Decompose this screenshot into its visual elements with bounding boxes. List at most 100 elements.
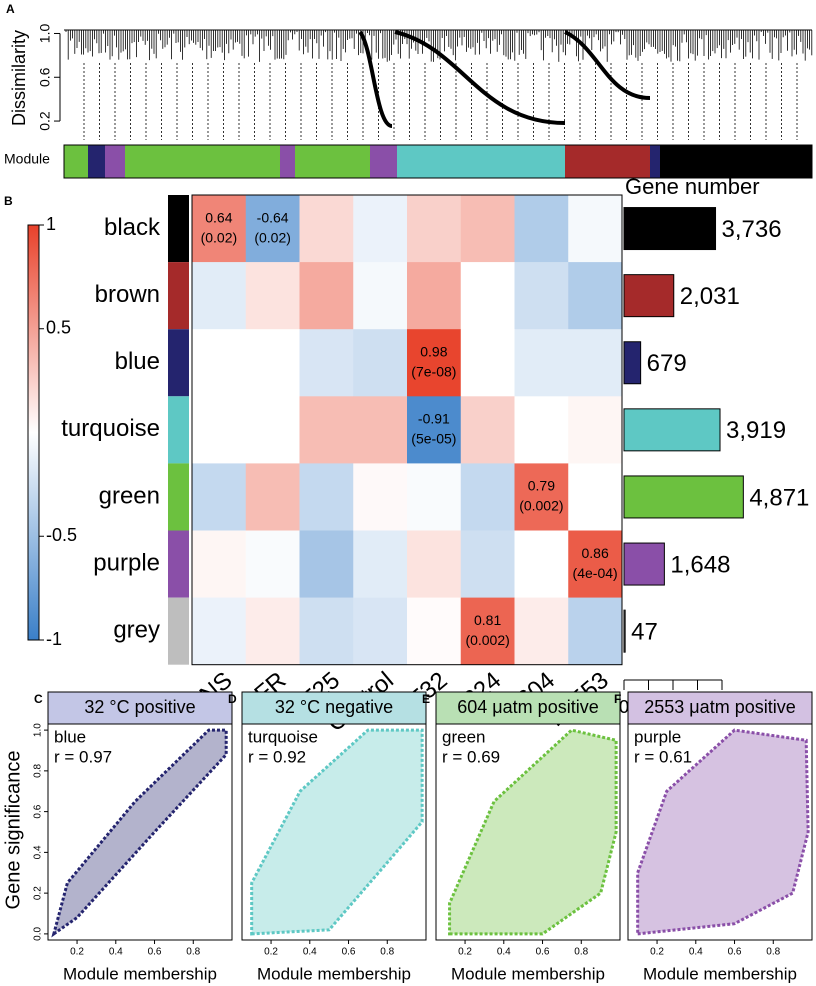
module-name: blue <box>54 727 86 746</box>
bar-label: 2,031 <box>680 283 740 310</box>
heat-cell <box>353 329 408 397</box>
module-segment <box>88 145 105 178</box>
bar <box>623 408 721 452</box>
cell-value: 0.86 <box>582 545 609 561</box>
module-name: purple <box>634 727 681 746</box>
heat-cell <box>514 396 569 464</box>
y-tick-label: 0.0 <box>33 927 44 941</box>
module-swatch <box>168 195 189 263</box>
panel-label: D <box>228 692 237 706</box>
heat-cell <box>245 463 300 531</box>
panel-title: 2553 μatm positive <box>644 697 795 717</box>
x-tick-label: 0.2 <box>650 947 664 958</box>
module-segment <box>64 145 88 178</box>
cell-value: 0.64 <box>205 209 232 225</box>
plot-frame <box>627 723 813 941</box>
y-tick-label: 0.8 <box>33 763 44 777</box>
point-cloud <box>636 728 810 936</box>
module-swatch <box>168 530 189 598</box>
plot-frame <box>241 723 427 941</box>
x-tick-label: 0.6 <box>342 947 356 958</box>
cell-value: -0.91 <box>418 411 450 427</box>
heat-cell <box>299 597 354 665</box>
x-tick-label: 0.8 <box>574 947 588 958</box>
heat-cell <box>514 262 569 330</box>
heat-cell <box>568 262 623 330</box>
plot-frame <box>47 723 233 941</box>
colorbar-label: 1 <box>46 214 56 234</box>
plot-frame <box>435 723 621 941</box>
colorbar-label: -1 <box>46 629 62 649</box>
bar-label: 47 <box>631 618 658 645</box>
heat-cell <box>353 262 408 330</box>
correlation: r = 0.61 <box>634 747 692 766</box>
heat-cell <box>407 463 462 531</box>
heat-cell <box>192 195 247 263</box>
heat-cell <box>514 597 569 665</box>
x-tick-label: 0 <box>619 697 629 717</box>
heat-cell <box>245 597 300 665</box>
bar-label: 3,919 <box>726 417 786 444</box>
heat-cell <box>407 329 462 397</box>
heat-cell <box>299 329 354 397</box>
heat-cell <box>407 262 462 330</box>
heat-cell <box>568 597 623 665</box>
bar <box>623 341 642 385</box>
heat-cell <box>568 195 623 263</box>
heat-cell <box>192 597 247 665</box>
y-tick-label: 0.6 <box>33 804 44 818</box>
correlation: r = 0.97 <box>54 747 112 766</box>
bar-title: Gene number <box>625 174 760 199</box>
module-segment <box>565 145 650 178</box>
heatmap-frame <box>191 194 623 666</box>
heat-cell <box>514 195 569 263</box>
heat-cell <box>299 195 354 263</box>
x-tick-label: 0.2 <box>458 947 472 958</box>
cell-p-value: (0.002) <box>519 498 563 514</box>
panel-header <box>241 691 427 725</box>
heat-cell <box>460 329 515 397</box>
panel-label: A <box>6 2 15 16</box>
heat-cell <box>460 262 515 330</box>
module-frame <box>63 144 813 179</box>
module-name: green <box>442 727 485 746</box>
module-segment <box>125 145 280 178</box>
dendro-curve <box>564 30 651 100</box>
x-tick-label: 0.8 <box>186 947 200 958</box>
module-segment <box>280 145 295 178</box>
heat-cell <box>407 530 462 598</box>
x-tick-label: 0.2 <box>264 947 278 958</box>
correlation: r = 0.69 <box>442 747 500 766</box>
module-swatch <box>168 329 189 397</box>
bar <box>623 542 665 586</box>
panel-header <box>627 691 813 725</box>
cell-p-value: (0.02) <box>254 229 291 245</box>
panel-label: F <box>614 692 621 706</box>
y-tick-label: 0.6 <box>37 67 53 87</box>
heat-cell <box>245 329 300 397</box>
cell-value: 0.98 <box>420 343 447 359</box>
point-cloud <box>448 728 618 936</box>
point-cloud <box>51 728 228 938</box>
heat-cell <box>245 195 300 263</box>
x-tick-label: 0.8 <box>766 947 780 958</box>
module-segment <box>660 145 812 178</box>
heat-cell <box>192 262 247 330</box>
correlation: r = 0.92 <box>248 747 306 766</box>
heat-cell <box>460 195 515 263</box>
bar <box>623 207 717 251</box>
heat-cell <box>460 597 515 665</box>
bar <box>623 609 626 653</box>
heat-cell <box>299 262 354 330</box>
row-label: turquoise <box>61 415 160 442</box>
heat-cell <box>568 530 623 598</box>
x-tick-label: 0.4 <box>497 947 511 958</box>
x-tick-label: 0.8 <box>380 947 394 958</box>
heat-cell <box>192 530 247 598</box>
panel-title: 32 °C negative <box>275 697 393 717</box>
module-segment <box>650 145 660 178</box>
colorbar <box>27 224 40 641</box>
bar <box>623 475 744 519</box>
heat-cell <box>568 463 623 531</box>
